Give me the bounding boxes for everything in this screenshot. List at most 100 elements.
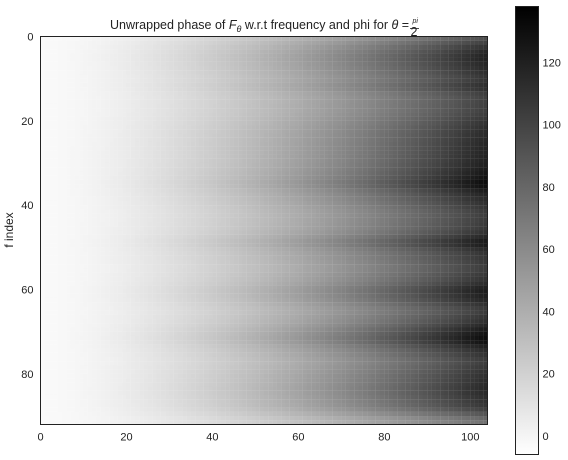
heatmap-cell bbox=[251, 138, 255, 142]
heatmap-cell bbox=[230, 167, 234, 171]
heatmap-cell bbox=[122, 155, 126, 159]
heatmap-cell bbox=[359, 95, 363, 99]
heatmap-cell bbox=[161, 235, 165, 239]
heatmap-cell bbox=[118, 146, 122, 150]
heatmap-cell bbox=[139, 79, 143, 83]
heatmap-cell bbox=[161, 167, 165, 171]
heatmap-cell bbox=[62, 176, 66, 180]
heatmap-cell bbox=[40, 79, 44, 83]
heatmap-cell bbox=[88, 171, 92, 175]
heatmap-cell bbox=[264, 133, 268, 137]
heatmap-cell bbox=[126, 87, 130, 91]
heatmap-cell bbox=[208, 188, 212, 192]
heatmap-cell bbox=[71, 125, 75, 129]
heatmap-cell bbox=[96, 184, 100, 188]
heatmap-cell bbox=[320, 155, 324, 159]
heatmap-cell bbox=[285, 205, 289, 209]
heatmap-cell bbox=[242, 87, 246, 91]
heatmap-cell bbox=[320, 91, 324, 95]
heatmap-cell bbox=[273, 230, 277, 234]
heatmap-cell bbox=[255, 112, 259, 116]
heatmap-cell bbox=[105, 150, 109, 154]
heatmap-cell bbox=[359, 133, 363, 137]
heatmap-cell bbox=[359, 201, 363, 205]
heatmap-cell bbox=[96, 197, 100, 201]
heatmap-cell bbox=[341, 150, 345, 154]
heatmap-cell bbox=[290, 70, 294, 74]
heatmap-cell bbox=[157, 209, 161, 213]
heatmap-cell bbox=[182, 192, 186, 196]
heatmap-cell bbox=[169, 163, 173, 167]
heatmap-cell bbox=[440, 121, 444, 125]
heatmap-cell bbox=[126, 150, 130, 154]
heatmap-cell bbox=[371, 53, 375, 57]
heatmap-cell bbox=[436, 108, 440, 112]
heatmap-cell bbox=[101, 49, 105, 53]
heatmap-cell bbox=[268, 222, 272, 226]
heatmap-cell bbox=[62, 95, 66, 99]
heatmap-cell bbox=[294, 108, 298, 112]
heatmap-cell bbox=[436, 167, 440, 171]
heatmap-cell bbox=[79, 104, 83, 108]
heatmap-cell bbox=[333, 83, 337, 87]
heatmap-cell bbox=[204, 108, 208, 112]
heatmap-cell bbox=[483, 205, 487, 209]
heatmap-cell bbox=[371, 125, 375, 129]
heatmap-cell bbox=[453, 159, 457, 163]
heatmap-cell bbox=[75, 121, 79, 125]
heatmap-cell bbox=[195, 222, 199, 226]
heatmap-cell bbox=[479, 192, 483, 196]
heatmap-cell bbox=[290, 121, 294, 125]
heatmap-cell bbox=[238, 180, 242, 184]
heatmap-cell bbox=[285, 159, 289, 163]
heatmap-cell bbox=[410, 214, 414, 218]
heatmap-cell bbox=[423, 176, 427, 180]
heatmap-cell bbox=[53, 91, 57, 95]
heatmap-cell bbox=[178, 171, 182, 175]
heatmap-cell bbox=[212, 100, 216, 104]
heatmap-cell bbox=[384, 125, 388, 129]
heatmap-cell bbox=[354, 150, 358, 154]
heatmap-cell bbox=[195, 58, 199, 62]
heatmap-cell bbox=[114, 214, 118, 218]
heatmap-cell bbox=[268, 163, 272, 167]
heatmap-cell bbox=[157, 218, 161, 222]
heatmap-cell bbox=[182, 108, 186, 112]
heatmap-cell bbox=[242, 209, 246, 213]
heatmap-cell bbox=[281, 218, 285, 222]
heatmap-cell bbox=[152, 58, 156, 62]
heatmap-cell bbox=[62, 36, 66, 40]
heatmap-cell bbox=[380, 79, 384, 83]
heatmap-cell bbox=[135, 104, 139, 108]
heatmap-cell bbox=[131, 100, 135, 104]
heatmap-cell bbox=[118, 218, 122, 222]
heatmap-cell bbox=[96, 117, 100, 121]
heatmap-cell bbox=[230, 150, 234, 154]
heatmap-cell bbox=[148, 36, 152, 40]
heatmap-cell bbox=[58, 205, 62, 209]
heatmap-cell bbox=[161, 133, 165, 137]
heatmap-cell bbox=[152, 222, 156, 226]
heatmap-cell bbox=[320, 129, 324, 133]
heatmap-cell bbox=[414, 235, 418, 239]
heatmap-cell bbox=[359, 235, 363, 239]
heatmap-cell bbox=[178, 184, 182, 188]
heatmap-cell bbox=[208, 184, 212, 188]
heatmap-cell bbox=[389, 95, 393, 99]
heatmap-cell bbox=[79, 83, 83, 87]
heatmap-cell bbox=[88, 205, 92, 209]
heatmap-cell bbox=[225, 230, 229, 234]
heatmap-cell bbox=[221, 235, 225, 239]
heatmap-cell bbox=[71, 112, 75, 116]
heatmap-cell bbox=[483, 222, 487, 226]
heatmap-cell bbox=[419, 133, 423, 137]
heatmap-cell bbox=[406, 192, 410, 196]
heatmap-cell bbox=[466, 66, 470, 70]
heatmap-cell bbox=[199, 163, 203, 167]
heatmap-cell bbox=[40, 83, 44, 87]
heatmap-cell bbox=[470, 197, 474, 201]
heatmap-cell bbox=[135, 155, 139, 159]
heatmap-cell bbox=[118, 66, 122, 70]
heatmap-cell bbox=[62, 226, 66, 230]
heatmap-cell bbox=[311, 163, 315, 167]
